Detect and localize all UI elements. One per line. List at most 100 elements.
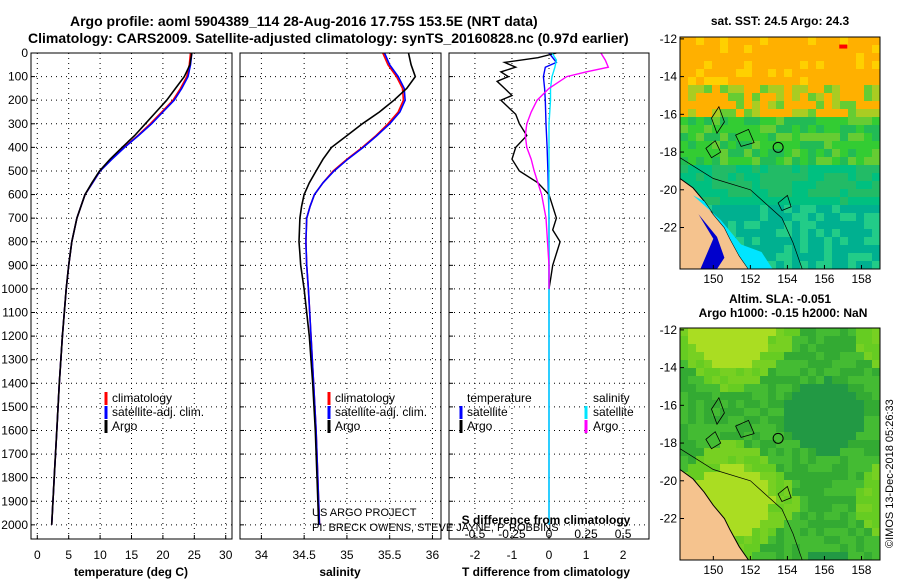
map-cell xyxy=(728,197,736,205)
temperature-difference-label: T difference from climatology xyxy=(462,565,630,579)
map-cell xyxy=(784,480,792,488)
map-cell xyxy=(776,221,784,229)
map-cell xyxy=(760,376,768,384)
map-cell xyxy=(696,400,704,408)
map-cell xyxy=(816,352,824,360)
map-cell xyxy=(760,328,768,336)
map-cell xyxy=(760,408,768,416)
sst-map-panel: sat. SST: 24.5 Argo: 24.3 150 152 154 156 15… xyxy=(660,14,881,286)
map-cell xyxy=(736,392,744,400)
map-cell xyxy=(856,400,864,408)
map-cell xyxy=(856,37,864,45)
map-cell xyxy=(848,221,856,229)
map-cell xyxy=(752,328,760,336)
map-cell xyxy=(832,101,840,109)
map-cell xyxy=(856,416,864,424)
map-cell xyxy=(752,512,760,520)
map-cell xyxy=(736,496,744,504)
map-cell xyxy=(808,520,816,528)
map-cell xyxy=(800,165,808,173)
map-cell xyxy=(824,109,832,117)
map-cell xyxy=(800,245,808,253)
map-cell xyxy=(872,77,880,85)
depth-tick-label: 1200 xyxy=(1,329,28,343)
map-cell xyxy=(744,496,752,504)
map-cell xyxy=(744,221,752,229)
map-cell xyxy=(712,149,720,157)
map-cell xyxy=(832,253,840,261)
map-cell xyxy=(776,328,784,336)
map-cell xyxy=(744,440,752,448)
map-cell xyxy=(808,368,816,376)
map-cell xyxy=(832,197,840,205)
map-cell xyxy=(768,504,776,512)
map-cell xyxy=(680,344,688,352)
map-cell xyxy=(848,440,856,448)
map-cell xyxy=(824,440,832,448)
map-cell xyxy=(728,352,736,360)
map-cell xyxy=(792,197,800,205)
map-cell xyxy=(840,384,848,392)
map-cell xyxy=(848,93,856,101)
map-cell xyxy=(792,400,800,408)
map-cell xyxy=(688,456,696,464)
map-cell xyxy=(800,157,808,165)
map-cell xyxy=(712,181,720,189)
map-cell xyxy=(696,109,704,117)
map-cell xyxy=(728,432,736,440)
map-cell xyxy=(728,400,736,408)
map-cell xyxy=(744,133,752,141)
map-cell xyxy=(752,53,760,61)
map-cell xyxy=(736,536,744,544)
map-cell xyxy=(824,432,832,440)
map-cell xyxy=(848,488,856,496)
map-cell xyxy=(776,432,784,440)
map-cell xyxy=(864,512,872,520)
map-cell xyxy=(808,448,816,456)
map-cell xyxy=(848,77,856,85)
map-cell xyxy=(776,229,784,237)
map-cell xyxy=(736,61,744,69)
map-cell xyxy=(864,328,872,336)
map-cell xyxy=(840,77,848,85)
map-cell xyxy=(760,45,768,53)
map-cell xyxy=(712,344,720,352)
map-cell xyxy=(872,157,880,165)
pi-credit: PI: BRECK OWENS, STEVE JAYNE, P. ROBBINS xyxy=(312,522,559,534)
map-cell xyxy=(848,384,856,392)
map-cell xyxy=(824,352,832,360)
map-cell xyxy=(808,360,816,368)
map-cell xyxy=(824,53,832,61)
x-tick-label: 36 xyxy=(426,548,440,562)
map-cell xyxy=(752,165,760,173)
map-cell xyxy=(760,440,768,448)
map-cell xyxy=(784,440,792,448)
temperature-profile-panel: 0 5 10 15 20 25 30 0 100 200 300 400 500 600 700 800 90… xyxy=(1,46,232,579)
map-cell xyxy=(744,181,752,189)
map-cell xyxy=(728,69,736,77)
depth-tick-label: 1500 xyxy=(1,400,28,414)
map-cell xyxy=(688,336,696,344)
map-cell xyxy=(728,392,736,400)
map-cell xyxy=(832,117,840,125)
map-cell xyxy=(808,45,816,53)
map-cell xyxy=(704,45,712,53)
map-cell xyxy=(872,69,880,77)
map-y-tick-label: -22 xyxy=(660,221,678,235)
map-cell xyxy=(856,173,864,181)
map-cell xyxy=(856,440,864,448)
map-cell xyxy=(816,109,824,117)
map-cell xyxy=(688,53,696,61)
temperature-grid xyxy=(31,52,232,539)
map-cell xyxy=(816,376,824,384)
map-x-tick-label: 154 xyxy=(777,272,797,286)
map-cell xyxy=(792,504,800,512)
map-cell xyxy=(680,400,688,408)
x-tick-label: 5 xyxy=(65,548,72,562)
map-cell xyxy=(744,61,752,69)
map-cell xyxy=(728,512,736,520)
map-x-tick-label: 154 xyxy=(777,563,797,577)
map-cell xyxy=(864,221,872,229)
map-cell xyxy=(800,512,808,520)
map-cell xyxy=(704,440,712,448)
